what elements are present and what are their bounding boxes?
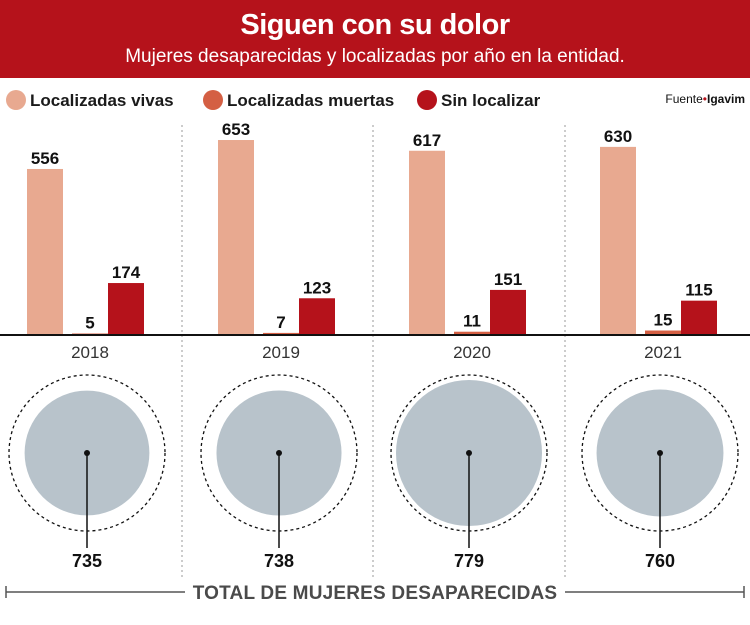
bottom-total-label: TOTAL DE MUJERES DESAPARECIDAS (193, 583, 558, 604)
bar-localizadas_muertas-2020 (454, 331, 490, 335)
bar-localizadas_vivas-2020 (409, 150, 445, 335)
bar-sin_localizar-2020 (490, 289, 526, 335)
source-credit: Fuente•Igavim (665, 92, 745, 106)
value-label-localizadas_vivas-2021: 630 (604, 127, 632, 146)
year-label-2019: 2019 (262, 343, 300, 362)
value-label-sin_localizar-2021: 115 (685, 281, 712, 300)
value-label-localizadas_muertas-2019: 7 (276, 313, 285, 332)
legend-label-sin_localizar: Sin localizar (441, 91, 541, 110)
source-prefix: Fuente (665, 92, 703, 106)
value-label-localizadas_muertas-2020: 11 (463, 312, 481, 331)
year-label-2021: 2021 (644, 343, 682, 362)
legend-swatch-localizadas_vivas (6, 90, 26, 110)
total-value-2021: 760 (645, 551, 675, 571)
value-label-localizadas_muertas-2018: 5 (85, 314, 94, 333)
value-label-sin_localizar-2018: 174 (112, 263, 141, 282)
total-value-2019: 738 (264, 551, 294, 571)
value-label-sin_localizar-2020: 151 (494, 270, 522, 289)
bar-sin_localizar-2019 (299, 298, 335, 335)
year-label-2018: 2018 (71, 343, 109, 362)
value-label-sin_localizar-2019: 123 (303, 278, 331, 297)
chart-subtitle: Mujeres desaparecidas y localizadas por … (125, 46, 625, 67)
legend-label-localizadas_muertas: Localizadas muertas (227, 91, 394, 110)
bar-localizadas_vivas-2018 (27, 168, 63, 335)
bar-localizadas_muertas-2021 (645, 330, 681, 335)
value-label-localizadas_vivas-2020: 617 (413, 131, 441, 150)
value-label-localizadas_muertas-2021: 15 (654, 311, 673, 330)
value-label-localizadas_vivas-2019: 653 (222, 120, 250, 139)
year-label-2020: 2020 (453, 343, 491, 362)
legend-label-localizadas_vivas: Localizadas vivas (30, 91, 174, 110)
source-name: Igavim (707, 92, 745, 106)
bar-localizadas_vivas-2019 (218, 140, 254, 335)
bar-localizadas_vivas-2021 (600, 146, 636, 335)
bar-sin_localizar-2021 (681, 300, 717, 335)
source-dot: • (703, 92, 707, 106)
value-label-localizadas_vivas-2018: 556 (31, 149, 59, 168)
legend-swatch-sin_localizar (417, 90, 437, 110)
chart-title: Siguen con su dolor (240, 9, 510, 41)
bar-localizadas_muertas-2019 (263, 332, 299, 335)
total-value-2020: 779 (454, 551, 484, 571)
total-value-2018: 735 (72, 551, 102, 571)
header-banner: Siguen con su dolor Mujeres desaparecida… (0, 0, 750, 78)
bar-sin_localizar-2018 (108, 283, 144, 335)
legend-swatch-localizadas_muertas (203, 90, 223, 110)
